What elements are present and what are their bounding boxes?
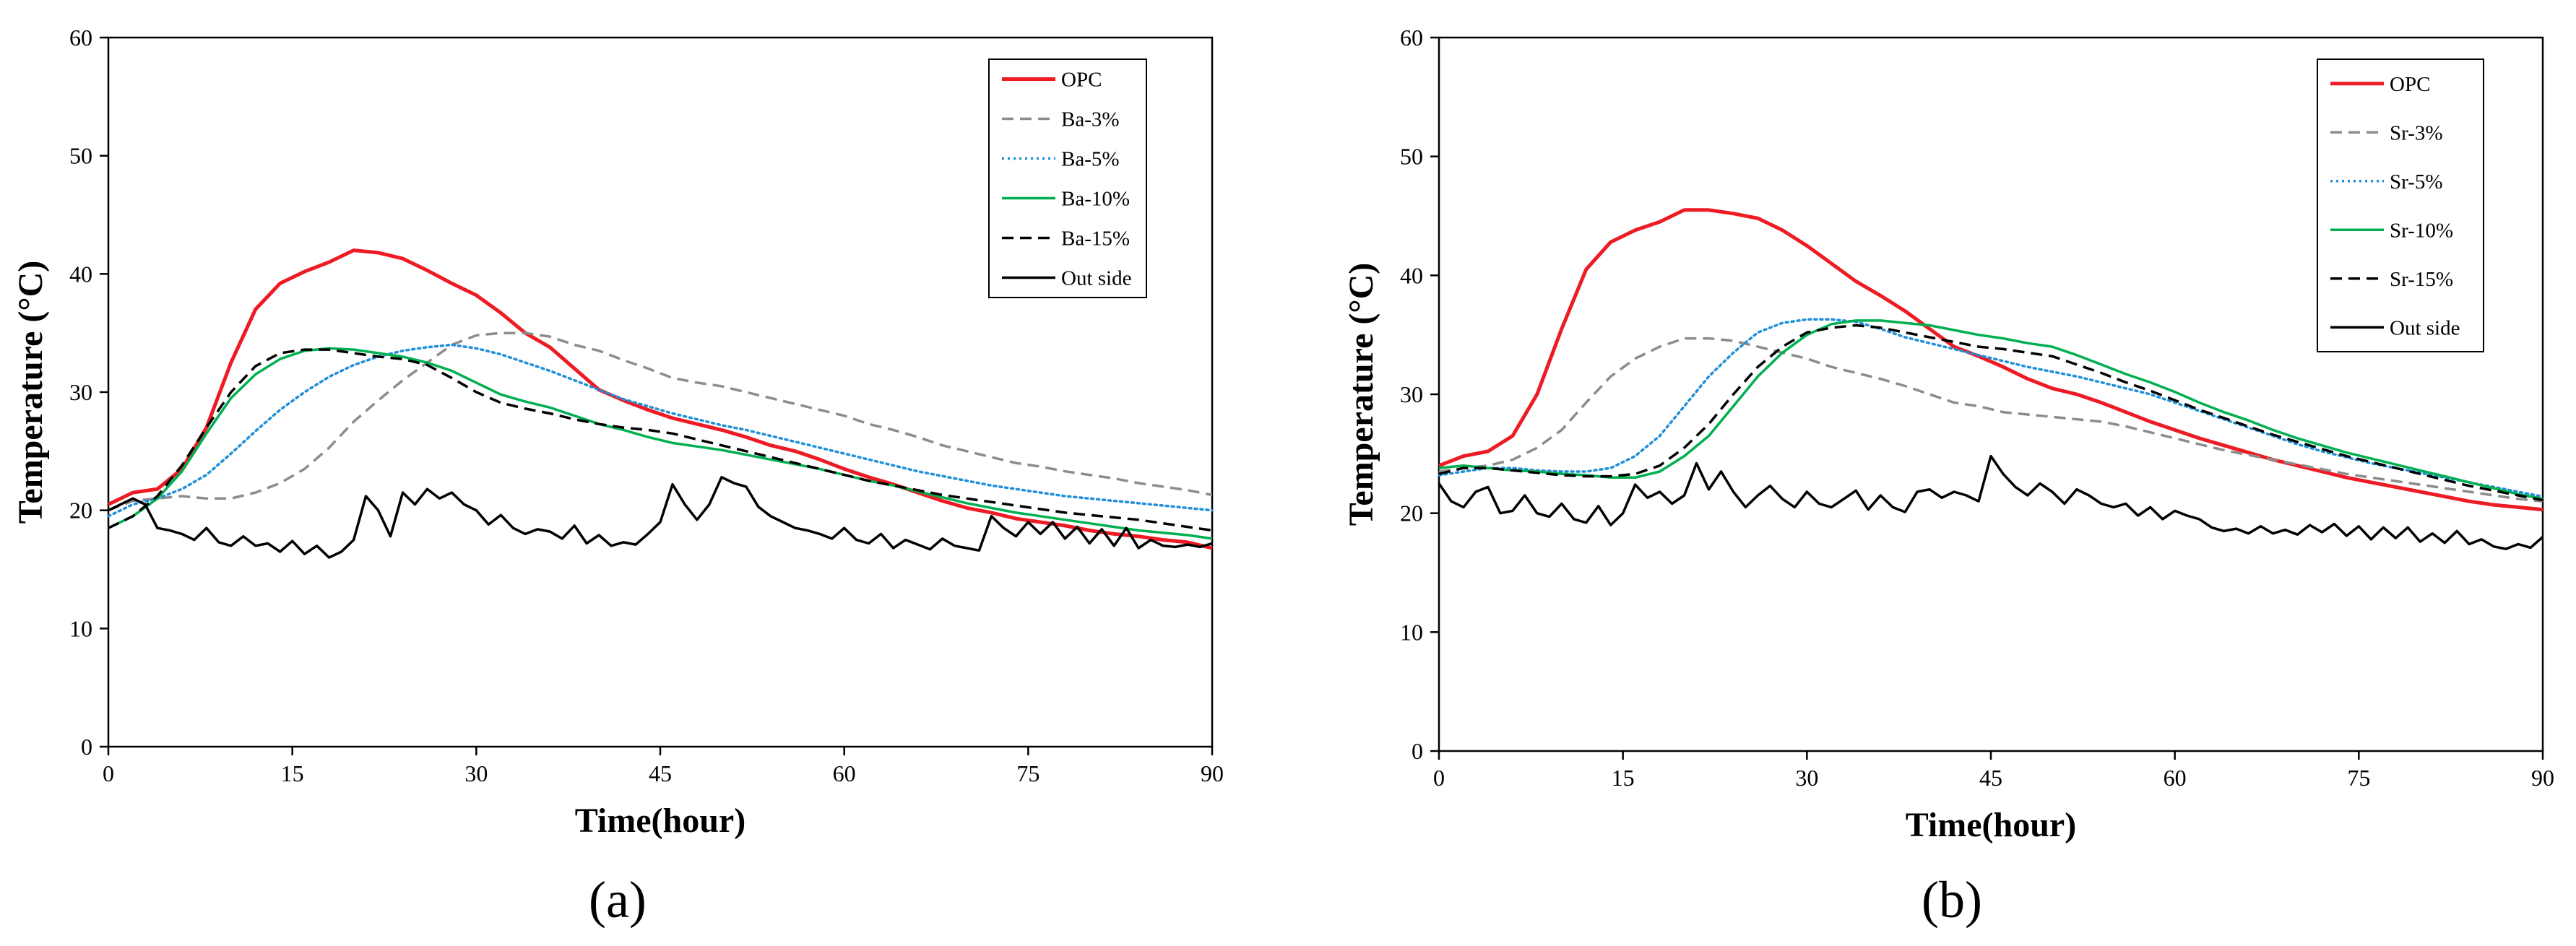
y-tick-label: 40 (69, 261, 92, 287)
legend-label: OPC (1061, 69, 1102, 92)
legend-label: Sr-15% (2390, 268, 2453, 291)
legend-label: Out side (2390, 316, 2460, 339)
chart-panel-b: 0 10 20 30 40 50 60 0 15 30 45 60 75 90 Time(hour) Temp… (1342, 25, 2554, 844)
legend-label: Ba-10% (1061, 188, 1130, 211)
x-tick-label: 30 (464, 760, 488, 786)
x-tick-label: 90 (2531, 765, 2554, 791)
y-axis-title: Temperature (°C) (12, 261, 50, 524)
x-tick-label: 45 (1979, 765, 2002, 791)
x-tick-label: 75 (1016, 760, 1040, 786)
series-line-ba-3- (108, 331, 1213, 512)
legend-label: Ba-3% (1061, 108, 1120, 131)
legend: OPC Ba-3% Ba-5% Ba-10% Ba-15% Out side (988, 58, 1147, 298)
series-line-sr-10- (1438, 319, 2543, 500)
y-tick-label: 0 (1412, 738, 1423, 764)
x-tick-label: 75 (2347, 765, 2370, 791)
x-axis-title: Time(hour) (1906, 806, 2076, 844)
y-tick-label: 60 (69, 25, 92, 51)
x-tick-label: 60 (2164, 765, 2187, 791)
legend-box (988, 58, 1147, 298)
series-line-opc (107, 248, 1213, 550)
legend-label: Sr-10% (2390, 219, 2453, 242)
x-tick-label: 0 (103, 760, 114, 786)
series-line-opc (1438, 208, 2543, 512)
legend-box (2317, 58, 2484, 352)
legend-label: Sr-3% (2390, 121, 2443, 144)
x-tick-label: 30 (1795, 765, 1818, 791)
panel-label-b: (b) (1922, 871, 1982, 929)
legend-label: Sr-5% (2390, 170, 2443, 194)
legend: OPC Sr-3% Sr-5% Sr-10% Sr-15% Out side (2317, 58, 2484, 352)
series-line-sr-3- (1438, 337, 2543, 503)
legend-label: Out side (1061, 267, 1131, 290)
x-tick-label: 15 (281, 760, 304, 786)
y-tick-label: 10 (1400, 619, 1423, 645)
x-axis-title: Time(hour) (575, 802, 745, 840)
x-tick-label: 0 (1433, 765, 1445, 791)
y-tick-label: 50 (1400, 144, 1423, 170)
y-tick-label: 40 (1400, 262, 1423, 288)
panel-label-a: (a) (589, 871, 647, 929)
y-tick-label: 20 (1400, 500, 1423, 526)
y-tick-label: 50 (69, 143, 92, 169)
y-axis-title: Temperature (°C) (1342, 263, 1380, 526)
y-tick-label: 20 (69, 498, 92, 524)
series-line-sr-15- (1438, 324, 2543, 502)
series-line-ba-5- (107, 343, 1214, 518)
y-tick-label: 0 (81, 734, 92, 760)
y-tick-label: 30 (69, 379, 92, 405)
x-tick-label: 60 (833, 760, 856, 786)
legend-label: Ba-15% (1061, 227, 1130, 251)
chart-panel-a: 0 10 20 30 40 50 60 0 15 30 45 60 75 90 Time(hour) Temp… (12, 25, 1224, 840)
series-line-ba-15- (108, 348, 1213, 532)
series-line-out-side (1438, 454, 2544, 550)
legend-label: OPC (2390, 73, 2430, 96)
x-tick-label: 45 (649, 760, 672, 786)
x-tick-label: 15 (1612, 765, 1635, 791)
x-tick-label: 90 (1201, 760, 1224, 786)
y-tick-label: 10 (69, 615, 92, 641)
series-line-out-side (108, 476, 1213, 559)
y-tick-label: 30 (1400, 381, 1423, 407)
legend-label: Ba-5% (1061, 148, 1120, 171)
y-tick-label: 60 (1400, 25, 1423, 51)
series-line-ba-10- (108, 347, 1213, 540)
